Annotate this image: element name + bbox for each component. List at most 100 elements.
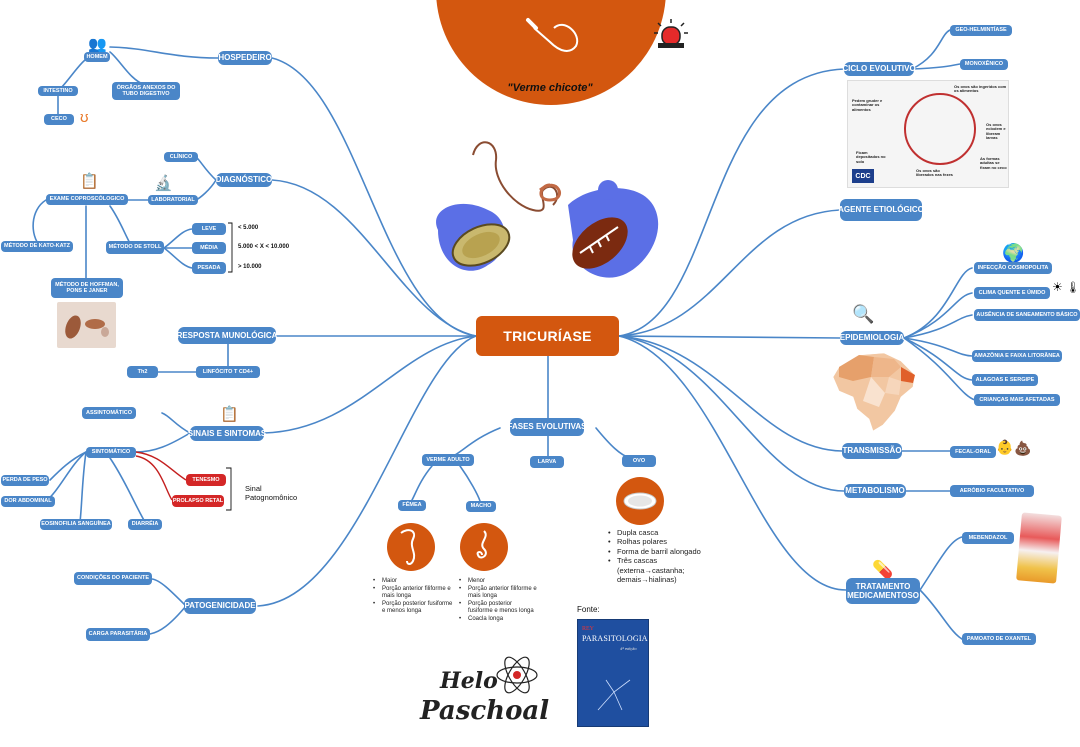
bracket-levels — [228, 222, 233, 273]
intestine-icon: ʊ — [80, 109, 89, 126]
femea-node[interactable]: FÊMEA — [398, 500, 426, 511]
siren-icon — [654, 19, 688, 48]
magnifier-icon: 🔍 — [852, 304, 875, 324]
link-agente — [618, 209, 841, 337]
epi-item[interactable]: AUSÊNCIA DE SANEAMENTO BÁSICO — [974, 309, 1080, 321]
perda-peso-node[interactable]: PERDA DE PESO — [1, 475, 49, 486]
cycle-text: Os ovos são ingeridos com os alimentos — [954, 84, 1007, 94]
hospedeiro-node[interactable]: HOSPEDEIRO — [218, 51, 272, 65]
epi-item[interactable]: INFECÇÃO COSMOPOLITA — [974, 262, 1052, 274]
mebendazol-node[interactable]: MEBENDAZOL — [962, 532, 1014, 544]
media-node[interactable]: MÉDIA — [192, 242, 226, 254]
orgaos-node[interactable]: ÓRGÃOS ANEXOS DO TUBO DIGESTIVO — [112, 82, 180, 100]
link-metabolismo — [618, 335, 845, 492]
agente-node[interactable]: AGENTE ETIOLÓGICO — [838, 199, 924, 221]
fases-node[interactable]: FASES EVOLUTIVAS — [508, 418, 587, 436]
macho-item: Menor — [459, 578, 537, 586]
epi-item[interactable]: CLIMA QUENTE E ÚMIDO — [974, 287, 1050, 299]
sinal-patognomonico: Sinal Patognomônico — [245, 484, 298, 503]
epidemiologia-node[interactable]: EPIDEMIOLOGIA — [840, 331, 904, 345]
nickname: "Verme chicote" — [507, 82, 593, 94]
prolapso-node[interactable]: PROLAPSO RETAL — [172, 495, 224, 507]
leve-node[interactable]: LEVE — [192, 223, 226, 235]
sintomatico-node[interactable]: SINTOMÁTICO — [86, 447, 136, 458]
exame-node[interactable]: EXAME COPROSCÓLOGICO — [46, 194, 128, 205]
verme-adulto-node[interactable]: VERME ADULTO — [422, 454, 474, 466]
link-prolapso — [135, 455, 173, 501]
macho-item: Coacla longa — [459, 616, 537, 624]
center-title[interactable]: TRICURÍASE — [476, 316, 619, 356]
fonte-label: Fonte: — [577, 605, 600, 614]
femea-item: Porção anterior filiforme e mais longa — [373, 586, 453, 601]
metabolismo-node[interactable]: METABOLISMO — [844, 484, 906, 498]
atom-icon — [496, 656, 538, 694]
health-record-icon: 📋 — [220, 406, 239, 423]
people-icon: 👥 — [88, 36, 107, 53]
sinais-node[interactable]: SINAIS E SINTOMAS — [188, 426, 266, 441]
geo-node[interactable]: GEO-HELMINTÍASE — [950, 25, 1012, 36]
diarreia-node[interactable]: DIARRÉIA — [128, 519, 162, 530]
link-hospedeiro — [271, 57, 477, 337]
pesada-node[interactable]: PESADA — [192, 262, 226, 274]
leve-value: < 5.000 — [238, 225, 259, 231]
cycle-text: As formas adultas se fixam no ceco — [980, 156, 1007, 170]
life-cycle-diagram: Pedem gruder e contaminar os alimentos O… — [847, 80, 1009, 188]
media-value: 5.000 < X < 10.000 — [238, 244, 290, 250]
transmissao-node[interactable]: TRANSMISSÃO — [842, 443, 902, 459]
epi-item[interactable]: AMAZÔNIA E FAIXA LITORÂNEA — [972, 350, 1062, 362]
stoll-node[interactable]: MÉTODO DE STOLL — [106, 241, 164, 254]
homem-node[interactable]: HOMEM — [84, 52, 110, 62]
macho-list: Menor Porção anterior filiforme e mais l… — [459, 578, 537, 623]
resposta-node[interactable]: RESPOSTA MUNOLÓGICA — [177, 327, 277, 344]
macho-item: Porção posterior fusiforme e menos longa — [459, 601, 537, 616]
signature-line1: Helo — [440, 668, 498, 694]
lab-report-icon: 📋 — [80, 173, 99, 190]
th2-node[interactable]: Th2 — [127, 366, 158, 378]
whip-icon — [526, 18, 579, 52]
cycle-text: Pedem gruder e contaminar os alimentos — [852, 98, 883, 112]
carga-node[interactable]: CARGA PARASITÁRIA — [86, 628, 150, 641]
cycle-text: Os ovos eclodem e liberam larvas — [986, 122, 1006, 141]
intestino-node[interactable]: INTESTINO — [38, 86, 78, 96]
epi-item[interactable]: CRIANÇAS MAIS AFETADAS — [974, 394, 1060, 406]
dor-abdominal-node[interactable]: DOR ABDOMINAL — [1, 496, 55, 507]
ovo-item: Três cascas (externa→castanha; demais→hi… — [608, 556, 718, 584]
ovo-list: Dupla casca Rolhas polares Forma de barr… — [608, 528, 718, 584]
link-tratamento — [618, 335, 847, 591]
diagnostico-node[interactable]: DIAGNÓSTICO — [216, 173, 272, 187]
ciclo-node[interactable]: CICLO EVOLUTIVO — [842, 62, 916, 76]
epi-item[interactable]: ALAGOAS E SERGIPE — [972, 374, 1038, 386]
link-transmissao — [618, 335, 843, 452]
cycle-text: Ficam depositados no solo — [856, 150, 886, 164]
cycle-text: Os ovos são liberados nas fezes — [916, 168, 953, 178]
tenesmo-node[interactable]: TENESMO — [186, 474, 226, 486]
patogenicidade-node[interactable]: PATOGENICIDADE — [184, 598, 256, 614]
hoffman-node[interactable]: MÉTODO DE HOFFMAN, PONS E JANER — [51, 278, 123, 298]
clinico-node[interactable]: CLÍNICO — [164, 152, 198, 162]
ovo-item: Forma de barril alongado — [608, 547, 718, 557]
ovo-node[interactable]: OVO — [622, 455, 656, 467]
linfocito-node[interactable]: LINFÓCITO T CD4+ — [196, 366, 260, 378]
aerobio-node[interactable]: AERÓBIO FACULTATIVO — [950, 485, 1034, 497]
fecal-oral-node[interactable]: FECAL-ORAL — [950, 446, 996, 458]
ovo-item: Dupla casca — [608, 528, 718, 538]
children-icon: 👶 — [996, 439, 1014, 455]
eosinofilia-node[interactable]: EOSINOFILIA SANGUÍNEA — [40, 519, 112, 530]
link-tenesmo — [135, 451, 187, 481]
link-patogenicidade — [257, 335, 477, 607]
link-sinais — [263, 335, 477, 434]
laboratorial-node[interactable]: LABORATORIAL — [148, 195, 198, 205]
assintomatico-node[interactable]: ASSINTOMÁTICO — [82, 407, 136, 419]
link-ciclo — [618, 68, 845, 337]
tratamento-node[interactable]: TRATAMENTO MEDICAMENTOSO — [846, 578, 920, 604]
kato-katz-node[interactable]: MÉTODO DE KATO-KATZ — [1, 241, 73, 252]
ceco-node[interactable]: CECO — [44, 114, 74, 125]
mono-node[interactable]: MONOXÊNICO — [960, 59, 1008, 70]
condicoes-node[interactable]: CONDIÇÕES DO PACIENTE — [74, 572, 152, 585]
macho-illustration — [460, 523, 508, 571]
pamoato-node[interactable]: PAMOATO DE OXANTEL — [962, 633, 1036, 645]
femea-item: Porção posterior fusiforme e menos longa — [373, 601, 453, 616]
larva-node[interactable]: LARVA — [530, 456, 564, 468]
femea-list: Maior Porção anterior filiforme e mais l… — [373, 578, 453, 616]
macho-node[interactable]: MACHO — [466, 501, 496, 512]
